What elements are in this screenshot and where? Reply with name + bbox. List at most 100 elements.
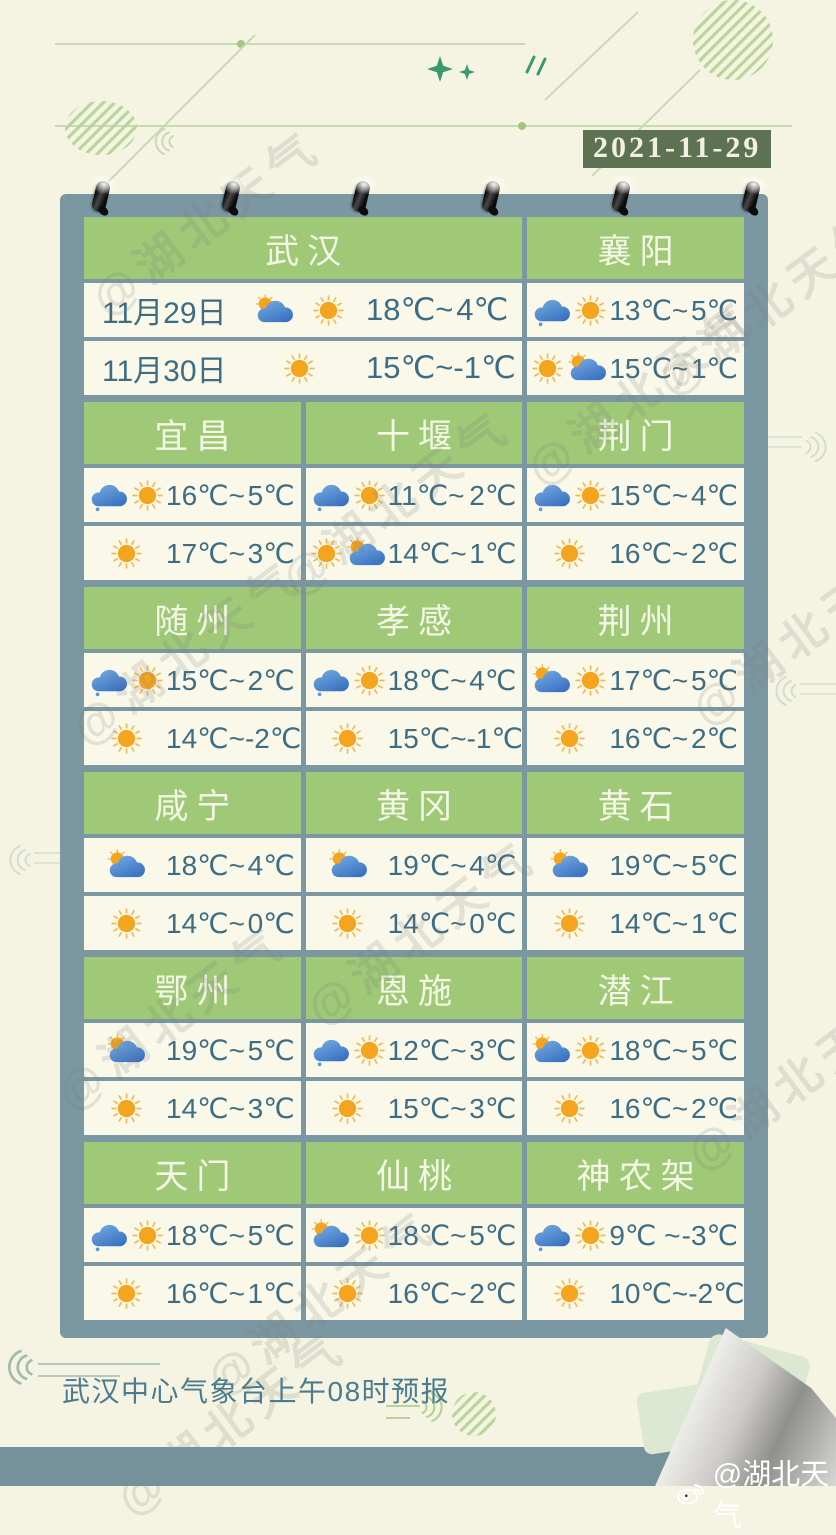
forecast-cell: 15℃~ 4℃	[527, 468, 744, 522]
forecast-row: 14℃~ -2℃ 15℃~ -1℃ 16℃~ 2℃	[84, 711, 744, 765]
high-temp: 19℃~	[166, 1034, 245, 1066]
sun-icon	[110, 722, 142, 754]
low-temp: 4℃	[247, 849, 295, 881]
rain-cloud-icon	[535, 299, 571, 327]
weather-icons	[310, 1218, 386, 1252]
weather-icons	[310, 1032, 386, 1068]
city-header: 仙桃	[305, 1142, 523, 1204]
forecast-cell: 14℃~ 1℃	[527, 896, 744, 950]
sun-icon	[110, 537, 142, 569]
weather-icons	[531, 477, 607, 513]
cloud-sun-icon	[254, 294, 293, 323]
cloud-sun-icon	[568, 352, 607, 381]
title-char: 气	[498, 54, 590, 143]
weather-icons	[88, 477, 164, 513]
city-header: 神农架	[527, 1142, 744, 1204]
section-header-row: 鄂州 恩施 潜江	[84, 957, 744, 1019]
sun-icon	[353, 479, 385, 511]
sun-icon	[554, 537, 585, 569]
high-temp: 18℃~	[166, 849, 245, 881]
weather-icons	[88, 1092, 164, 1125]
city-header: 鄂州	[84, 957, 301, 1019]
high-temp: 15℃~	[387, 1092, 467, 1124]
hatched-circle	[65, 101, 137, 155]
cloud-sun-icon	[107, 849, 145, 878]
decor-layer	[7, 0, 836, 1436]
low-temp: 4℃	[469, 849, 517, 881]
calendar-cells: 武汉 襄阳 11月29日 18℃~ 4℃ 13℃~ 5℃ 11月30日 15℃~ -1℃ 15℃~ 1…	[84, 217, 744, 1320]
sun-icon	[332, 1092, 363, 1124]
hatched-circle	[693, 0, 773, 80]
high-temp: 16℃~	[609, 1092, 689, 1124]
forecast-cell: 19℃~ 5℃	[84, 1023, 301, 1077]
weather-icons	[234, 293, 364, 327]
sun-icon	[283, 352, 315, 384]
weather-icons	[234, 352, 364, 385]
city-header: 襄阳	[527, 217, 744, 279]
cloud-sun-icon	[532, 664, 571, 693]
low-temp: 1℃	[247, 1277, 295, 1309]
low-temp: 1℃	[690, 907, 738, 939]
sun-icon	[532, 352, 564, 384]
city-header: 咸宁	[84, 772, 301, 834]
forecast-cell: 17℃~ 5℃	[527, 653, 744, 707]
weather-icons	[310, 907, 386, 940]
forecast-row: 16℃~ 5℃ 11℃~ 2℃ 15℃~ 4℃	[84, 468, 744, 522]
rain-cloud-icon	[91, 1224, 127, 1252]
sun-icon	[575, 664, 607, 696]
date-label: 11月30日	[102, 355, 227, 388]
low-temp: 5℃	[690, 664, 738, 696]
forecast-row: 11月30日 15℃~ -1℃ 15℃~ 1℃	[84, 341, 744, 395]
forecast-row: 14℃~ 0℃ 14℃~ 0℃ 14℃~ 1℃	[84, 896, 744, 950]
low-temp: 2℃	[690, 537, 738, 569]
forecast-cell: 10℃~ -2℃	[527, 1266, 744, 1320]
forecast-section: 随州 孝感 荆州 15℃~ 2℃ 18℃~ 4℃ 17℃~ 5℃ 14℃~ -2℃ 15℃~ -1℃ 16…	[84, 587, 744, 765]
sun-icon	[310, 537, 342, 569]
sun-icon	[554, 722, 585, 754]
section-header-row: 咸宁 黄冈 黄石	[84, 772, 744, 834]
weather-icons	[88, 1033, 164, 1067]
weibo-credit: @湖北天气	[676, 1451, 836, 1535]
city-header: 宜昌	[84, 402, 301, 464]
city-header: 荆州	[527, 587, 744, 649]
low-temp: 5℃	[247, 1034, 295, 1066]
high-temp: 17℃~	[166, 537, 245, 569]
city-header: 荆门	[527, 402, 744, 464]
low-temp: 2℃	[690, 1092, 738, 1124]
swoosh-icon	[7, 1349, 33, 1385]
city-header: 黄冈	[305, 772, 523, 834]
forecast-section: 咸宁 黄冈 黄石 18℃~ 4℃ 19℃~ 4℃ 19℃~ 5℃ 14℃~ 0℃ 14℃~ 0℃ 14℃~…	[84, 772, 744, 950]
high-temp: 18℃~	[387, 664, 467, 696]
swoosh-icon	[775, 676, 797, 706]
forecast-cell: 15℃~ 3℃	[305, 1081, 523, 1135]
forecast-cell: 16℃~ 2℃	[305, 1266, 523, 1320]
sun-icon	[575, 1219, 607, 1251]
high-temp: 15℃~	[387, 722, 467, 754]
forecast-cell: 18℃~ 4℃	[305, 653, 523, 707]
forecast-cell: 16℃~ 5℃	[84, 468, 301, 522]
weather-icons	[88, 1277, 164, 1310]
city-header: 十堰	[305, 402, 523, 464]
high-temp: 19℃~	[609, 849, 689, 881]
weather-icons	[531, 663, 607, 697]
high-temp: 9℃ ~	[609, 1219, 681, 1251]
high-temp: 18℃~	[166, 1219, 245, 1251]
low-temp: 2℃	[690, 722, 738, 754]
decor-line	[99, 34, 256, 191]
weather-icons	[88, 662, 164, 698]
high-temp: 14℃~	[166, 907, 245, 939]
forecast-cell: 15℃~ 1℃	[527, 341, 744, 395]
weather-icons	[531, 848, 607, 882]
low-temp: 0℃	[247, 907, 295, 939]
sun-icon	[332, 907, 363, 939]
tick-mark	[525, 55, 536, 74]
weather-icons	[88, 1217, 164, 1253]
swoosh-icon	[805, 432, 827, 462]
low-temp: -2℃	[688, 1277, 744, 1309]
low-temp: 5℃	[690, 1034, 738, 1066]
low-temp: 3℃	[247, 1092, 295, 1124]
weather-icons	[88, 848, 164, 882]
forecast-cell: 19℃~ 5℃	[527, 838, 744, 892]
forecast-cell: 15℃~ -1℃	[305, 711, 523, 765]
forecast-row: 17℃~ 3℃ 14℃~ 1℃ 16℃~ 2℃	[84, 526, 744, 580]
